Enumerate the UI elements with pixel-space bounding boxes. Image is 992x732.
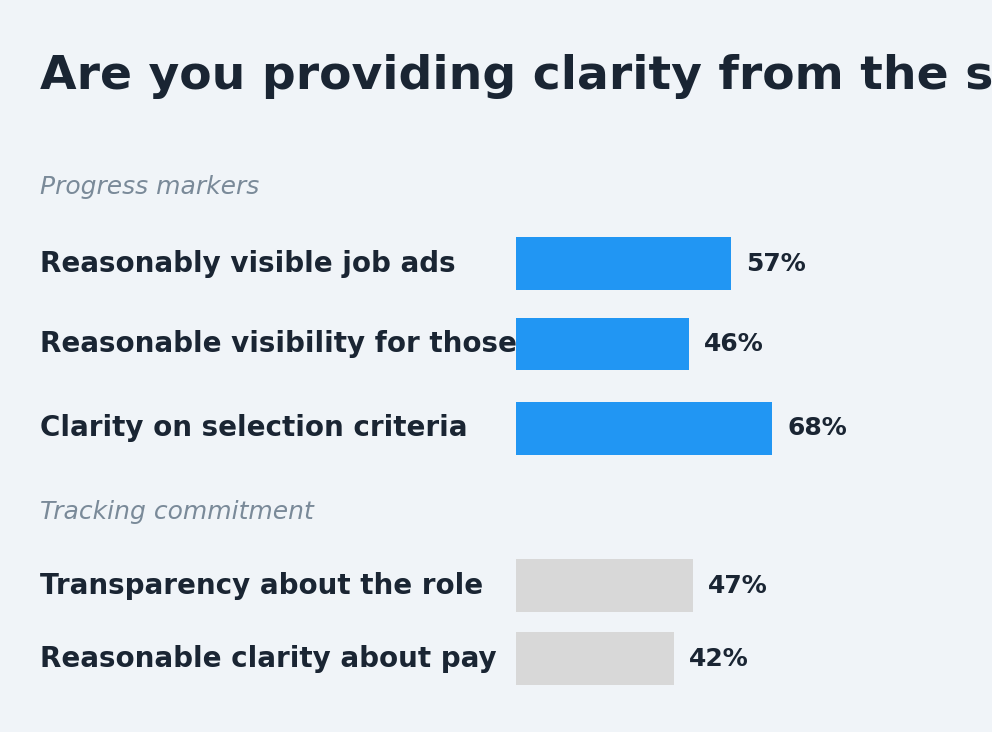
Text: 47%: 47% bbox=[708, 574, 768, 597]
Text: Tracking commitment: Tracking commitment bbox=[40, 501, 313, 524]
Text: Reasonable visibility for those: Reasonable visibility for those bbox=[40, 330, 517, 358]
Text: 42%: 42% bbox=[689, 647, 749, 671]
Bar bbox=[516, 559, 693, 612]
Text: Transparency about the role: Transparency about the role bbox=[40, 572, 483, 600]
Bar bbox=[516, 402, 772, 455]
Text: Clarity on selection criteria: Clarity on selection criteria bbox=[40, 414, 467, 442]
Bar bbox=[516, 632, 675, 685]
Text: 57%: 57% bbox=[746, 252, 806, 275]
Bar bbox=[516, 318, 689, 370]
Text: 68%: 68% bbox=[787, 417, 847, 440]
Text: Reasonably visible job ads: Reasonably visible job ads bbox=[40, 250, 455, 277]
Text: Progress markers: Progress markers bbox=[40, 175, 259, 198]
Text: Are you providing clarity from the start?: Are you providing clarity from the start… bbox=[40, 54, 992, 100]
Bar bbox=[516, 237, 731, 290]
Text: Reasonable clarity about pay: Reasonable clarity about pay bbox=[40, 645, 496, 673]
Text: 46%: 46% bbox=[704, 332, 764, 356]
